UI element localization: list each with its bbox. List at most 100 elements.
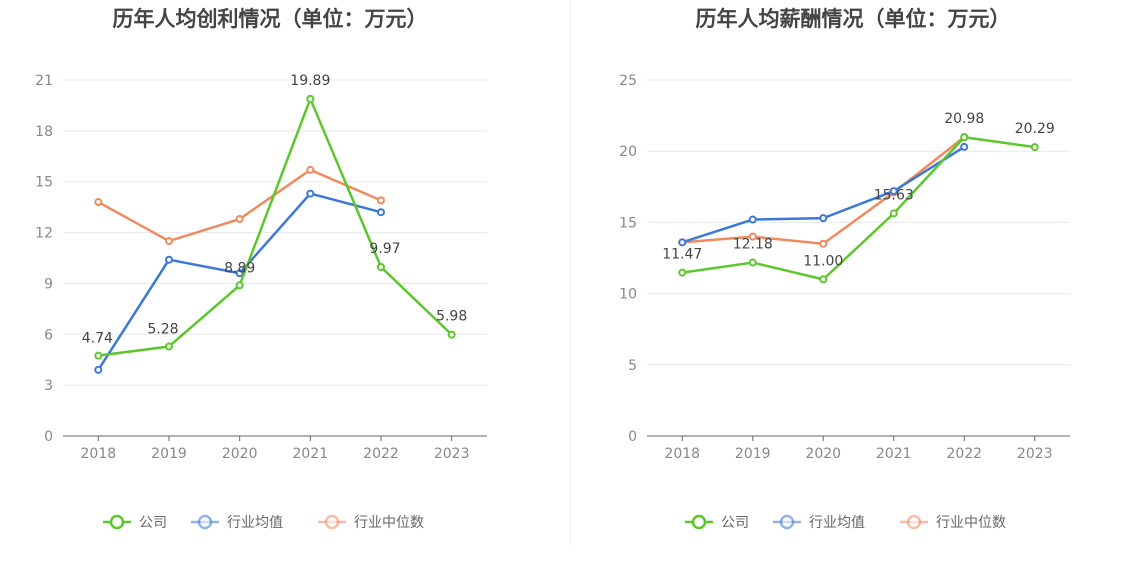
data-point-industry-avg[interactable] [960,142,969,151]
x-tick-label: 2018 [664,446,700,462]
salary-per-capita-chart: 历年人均薪酬情况（单位：万元） 0 5 10 15 20 25 2018 2019 2020 202… [619,7,1070,531]
data-point-industry-avg[interactable] [165,255,173,264]
legend-item-industry-median[interactable]: 行业中位数 [900,514,1006,531]
data-point-industry-median[interactable] [748,232,757,241]
y-tick-label: 0 [628,429,637,445]
data-label: 11.47 [662,247,702,263]
data-point-industry-avg[interactable] [377,208,385,217]
x-tick-label: 2018 [81,446,117,462]
data-point-company[interactable] [447,330,456,339]
data-label: 4.74 [82,331,113,347]
y-tick-label: 25 [619,73,637,89]
y-tick-label: 15 [35,175,53,191]
data-point-industry-avg[interactable] [94,365,103,374]
y-tick-label: 21 [35,73,53,89]
data-label: 15.63 [874,187,914,203]
data-point-industry-median[interactable] [94,198,103,207]
data-label: 19.89 [290,73,330,89]
legend-label: 行业均值 [227,515,283,531]
data-label: 5.28 [147,321,178,337]
panel-divider [570,0,571,545]
data-point-company[interactable] [889,209,898,218]
data-point-company[interactable] [678,268,687,277]
x-tick-label: 2019 [735,446,771,462]
x-tick-label: 2022 [363,446,399,462]
data-label: 8.89 [224,260,255,276]
legend-label: 公司 [721,515,749,531]
x-tick-label: 2023 [434,446,470,462]
data-point-industry-avg[interactable] [819,214,828,223]
legend-item-industry-median[interactable]: 行业中位数 [318,514,424,531]
data-point-industry-median[interactable] [235,215,244,224]
x-tick-label: 2020 [222,446,258,462]
profit-per-capita-chart: 历年人均创利情况（单位：万元） 0 3 6 9 12 15 18 21 2018 2019 2020 2… [35,7,487,531]
series-company [678,133,1039,284]
series-industry-avg [94,189,385,374]
x-tick-label: 2019 [151,446,187,462]
y-tick-label: 18 [35,124,53,140]
y-tick-label: 5 [628,358,637,374]
data-point-company[interactable] [377,262,385,271]
series-line-industry-median [97,168,382,243]
data-point-company[interactable] [235,281,244,290]
y-tick-label: 0 [44,429,53,445]
legend-marker-icon [197,514,213,530]
data-point-industry-avg[interactable] [235,269,244,278]
y-tick-label: 9 [44,276,53,292]
legend-marker-icon [691,514,707,530]
x-tick-label: 2022 [946,446,982,462]
x-tick-label: 2020 [805,446,841,462]
y-tick-label: 10 [619,287,637,303]
legend-item-company[interactable]: 公司 [685,514,749,531]
data-point-company[interactable] [1030,143,1039,152]
x-tick-label: 2021 [293,446,329,462]
data-label: 9.97 [369,241,400,257]
legend-item-industry-avg[interactable]: 行业均值 [773,514,865,531]
x-tick-label: 2021 [876,446,912,462]
data-point-company[interactable] [94,351,103,360]
data-point-industry-avg[interactable] [889,187,898,196]
legend-label: 行业均值 [809,515,865,531]
series-industry-avg [678,142,969,247]
legend-marker-icon [779,514,795,530]
y-tick-label: 6 [44,327,53,343]
legend-label: 行业中位数 [354,515,424,531]
chart-panel-profit-per-capita: 历年人均创利情况（单位：万元） 0 3 6 9 12 15 18 21 2018 2019 2020 2… [35,7,487,531]
y-tick-label: 20 [619,144,637,160]
chart-title: 历年人均薪酬情况（单位：万元） [696,7,1011,31]
data-label: 11.00 [803,253,843,269]
data-point-industry-median[interactable] [165,237,173,246]
chart-panel-salary-per-capita: 历年人均薪酬情况（单位：万元） 0 5 10 15 20 25 2018 2019 2020 202… [571,0,1134,582]
series-line-industry-avg [681,145,965,244]
legend-label: 行业中位数 [936,515,1006,531]
series-line-company [682,135,1035,281]
y-tick-label: 15 [619,215,637,231]
data-point-company[interactable] [306,94,315,103]
data-point-industry-avg[interactable] [748,215,757,224]
y-tick-label: 12 [35,226,53,242]
data-point-company[interactable] [960,133,969,142]
data-label: 20.98 [944,111,984,127]
data-point-industry-avg[interactable] [306,189,315,198]
data-label: 20.29 [1015,121,1055,137]
data-point-industry-avg[interactable] [678,238,687,247]
series-line-company [98,97,453,357]
data-label: 5.98 [436,309,467,325]
data-point-industry-median[interactable] [377,196,385,205]
series-industry-median [94,165,385,246]
data-point-company[interactable] [165,342,173,351]
data-point-company[interactable] [748,258,757,267]
data-point-industry-median[interactable] [819,239,828,248]
data-point-company[interactable] [819,275,828,284]
legend-label: 公司 [139,515,167,531]
legend-item-company[interactable]: 公司 [103,514,167,531]
legend-item-industry-avg[interactable]: 行业均值 [191,514,283,531]
series-company [94,94,456,360]
data-point-industry-median[interactable] [306,165,315,174]
y-tick-label: 3 [44,378,53,394]
legend-marker-icon [906,514,922,530]
legend-marker-icon [109,514,125,530]
x-tick-label: 2023 [1017,446,1053,462]
chart-title: 历年人均创利情况（单位：万元） [113,7,428,31]
legend-marker-icon [324,514,340,530]
